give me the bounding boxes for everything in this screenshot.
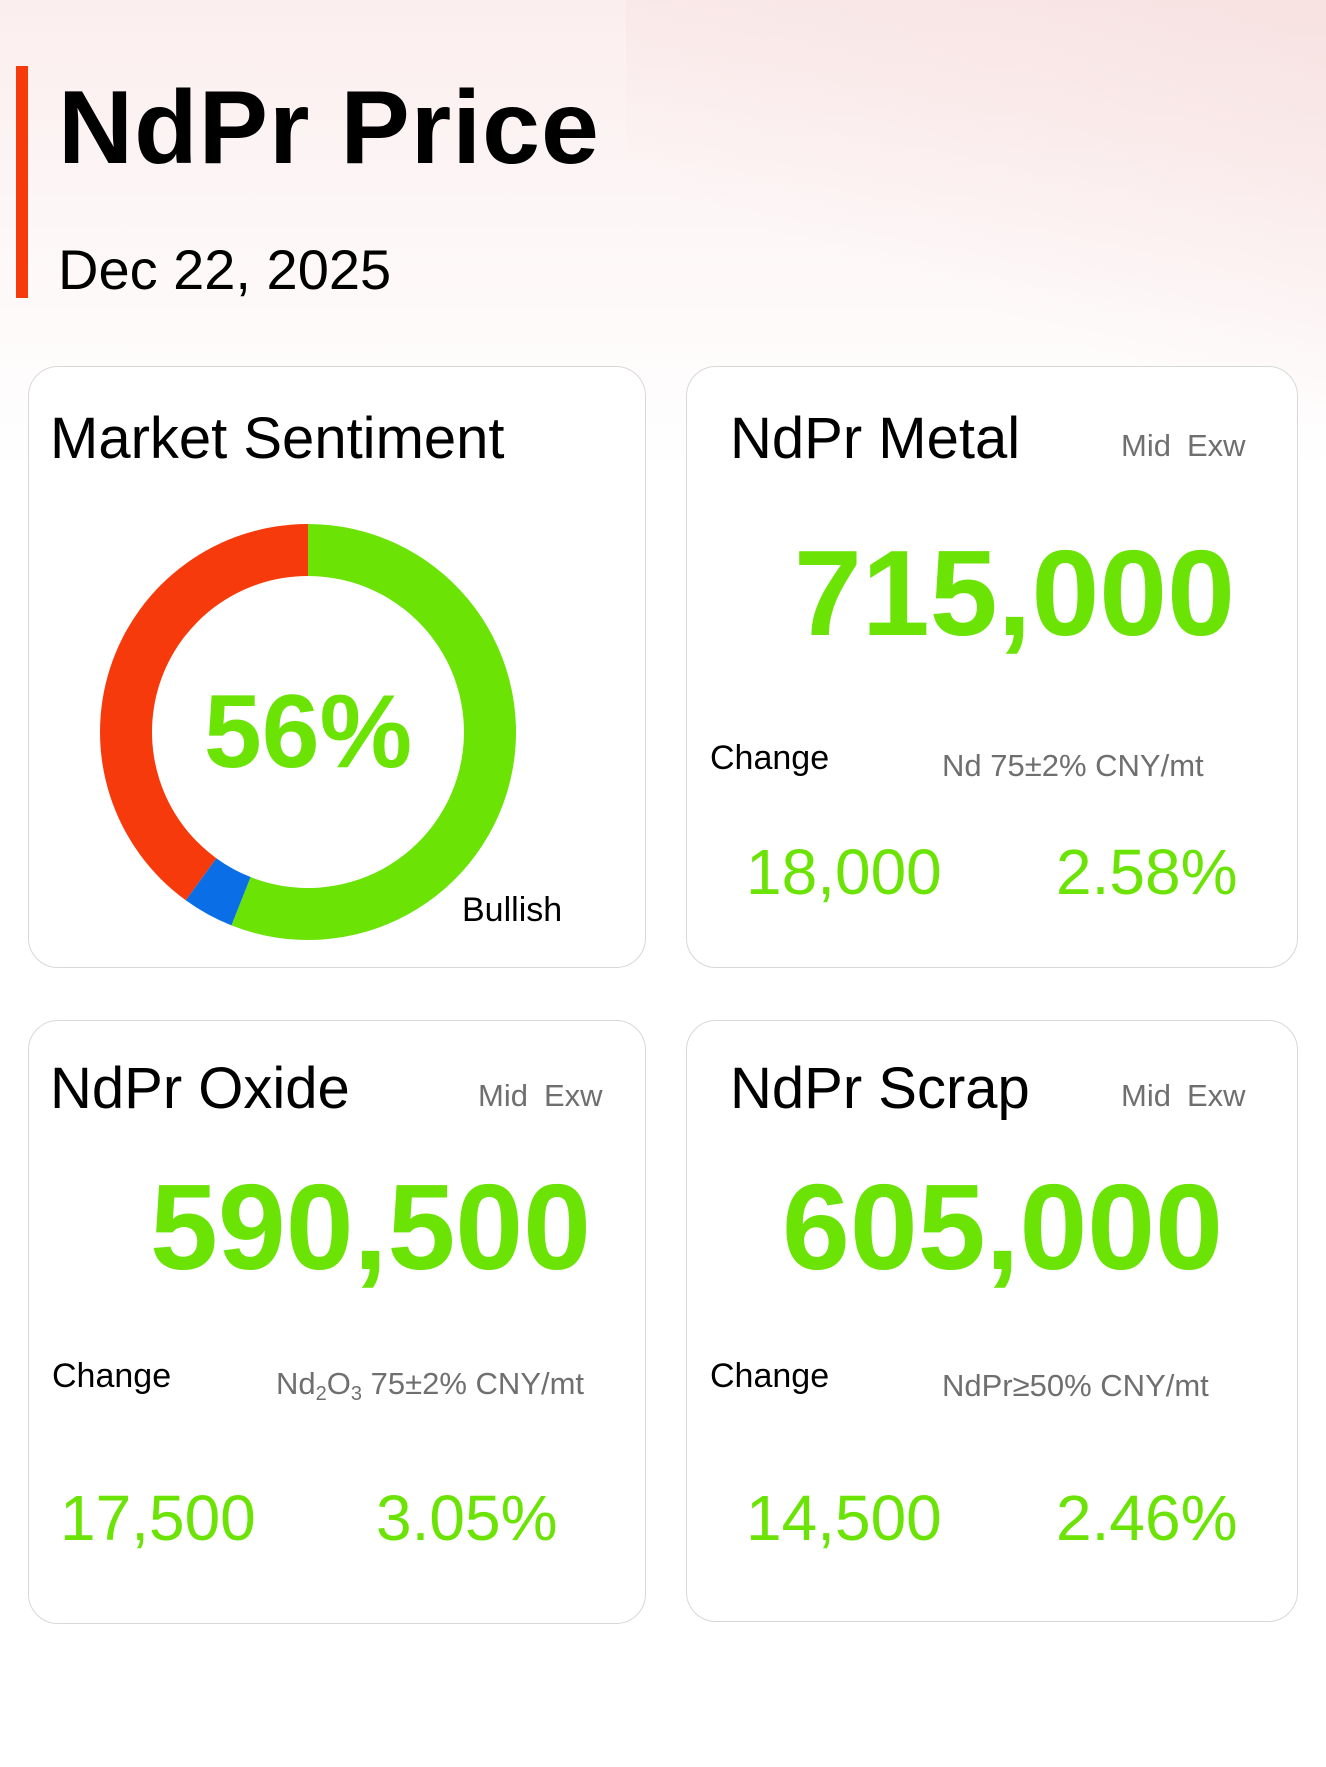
sentiment-percent: 56% [203,673,413,790]
metal-card-title: NdPr Metal [730,406,1021,471]
donut-segment-bullish [231,524,516,940]
metal-tag-exw: Exw [1186,428,1246,463]
oxide-tag-exw: Exw [543,1078,603,1113]
oxide-price: 590,500 [150,1159,591,1295]
oxide-spec-rest: 75±2% CNY/mt [362,1366,585,1401]
page-date: Dec 22, 2025 [58,238,392,301]
metal-change-abs: 18,000 [746,836,942,908]
sentiment-donut-svg [99,524,516,940]
metal-spec: Nd 75±2% CNY/mt [942,748,1204,783]
metal-change-pct: 2.58% [1056,836,1238,908]
scrap-change-label: Change [710,1357,830,1395]
scrap-tag-mid: Mid [1121,1078,1171,1113]
metal-price: 715,000 [794,525,1235,661]
oxide-spec-sub1: 2 [315,1383,327,1405]
metal-price-basis: Mid Exw [1121,428,1246,464]
scrap-price: 605,000 [782,1159,1223,1295]
oxide-change-pct: 3.05% [376,1482,558,1554]
metal-tag-mid: Mid [1121,428,1171,463]
page-title: NdPr Price [58,70,600,186]
scrap-change-abs: 14,500 [746,1482,942,1554]
scrap-card-title: NdPr Scrap [730,1056,1030,1121]
oxide-price-basis: Mid Exw [478,1078,603,1114]
oxide-spec-o: O [326,1366,351,1401]
scrap-tag-exw: Exw [1186,1078,1246,1113]
accent-bar [16,66,28,298]
oxide-spec: Nd2O3 75±2% CNY/mt [276,1364,584,1404]
oxide-card-title: NdPr Oxide [50,1056,350,1121]
sentiment-donut-chart: 56% [99,524,516,940]
scrap-card [686,1020,1298,1622]
scrap-price-basis: Mid Exw [1121,1078,1246,1114]
sentiment-bullish-label: Bullish [462,891,563,929]
donut-segment-bearish [99,524,308,901]
metal-card [686,366,1298,968]
oxide-spec-sub2: 3 [350,1383,363,1405]
donut-segment-neutral [185,858,251,926]
oxide-card [28,1020,646,1624]
metal-change-label: Change [710,739,830,777]
oxide-change-abs: 17,500 [60,1482,256,1554]
scrap-spec: NdPr≥50% CNY/mt [942,1368,1209,1403]
sentiment-card-title: Market Sentiment [50,406,505,471]
scrap-change-pct: 2.46% [1056,1482,1238,1554]
oxide-tag-mid: Mid [478,1078,528,1113]
oxide-spec-nd: Nd [276,1366,316,1401]
oxide-change-label: Change [52,1357,172,1395]
